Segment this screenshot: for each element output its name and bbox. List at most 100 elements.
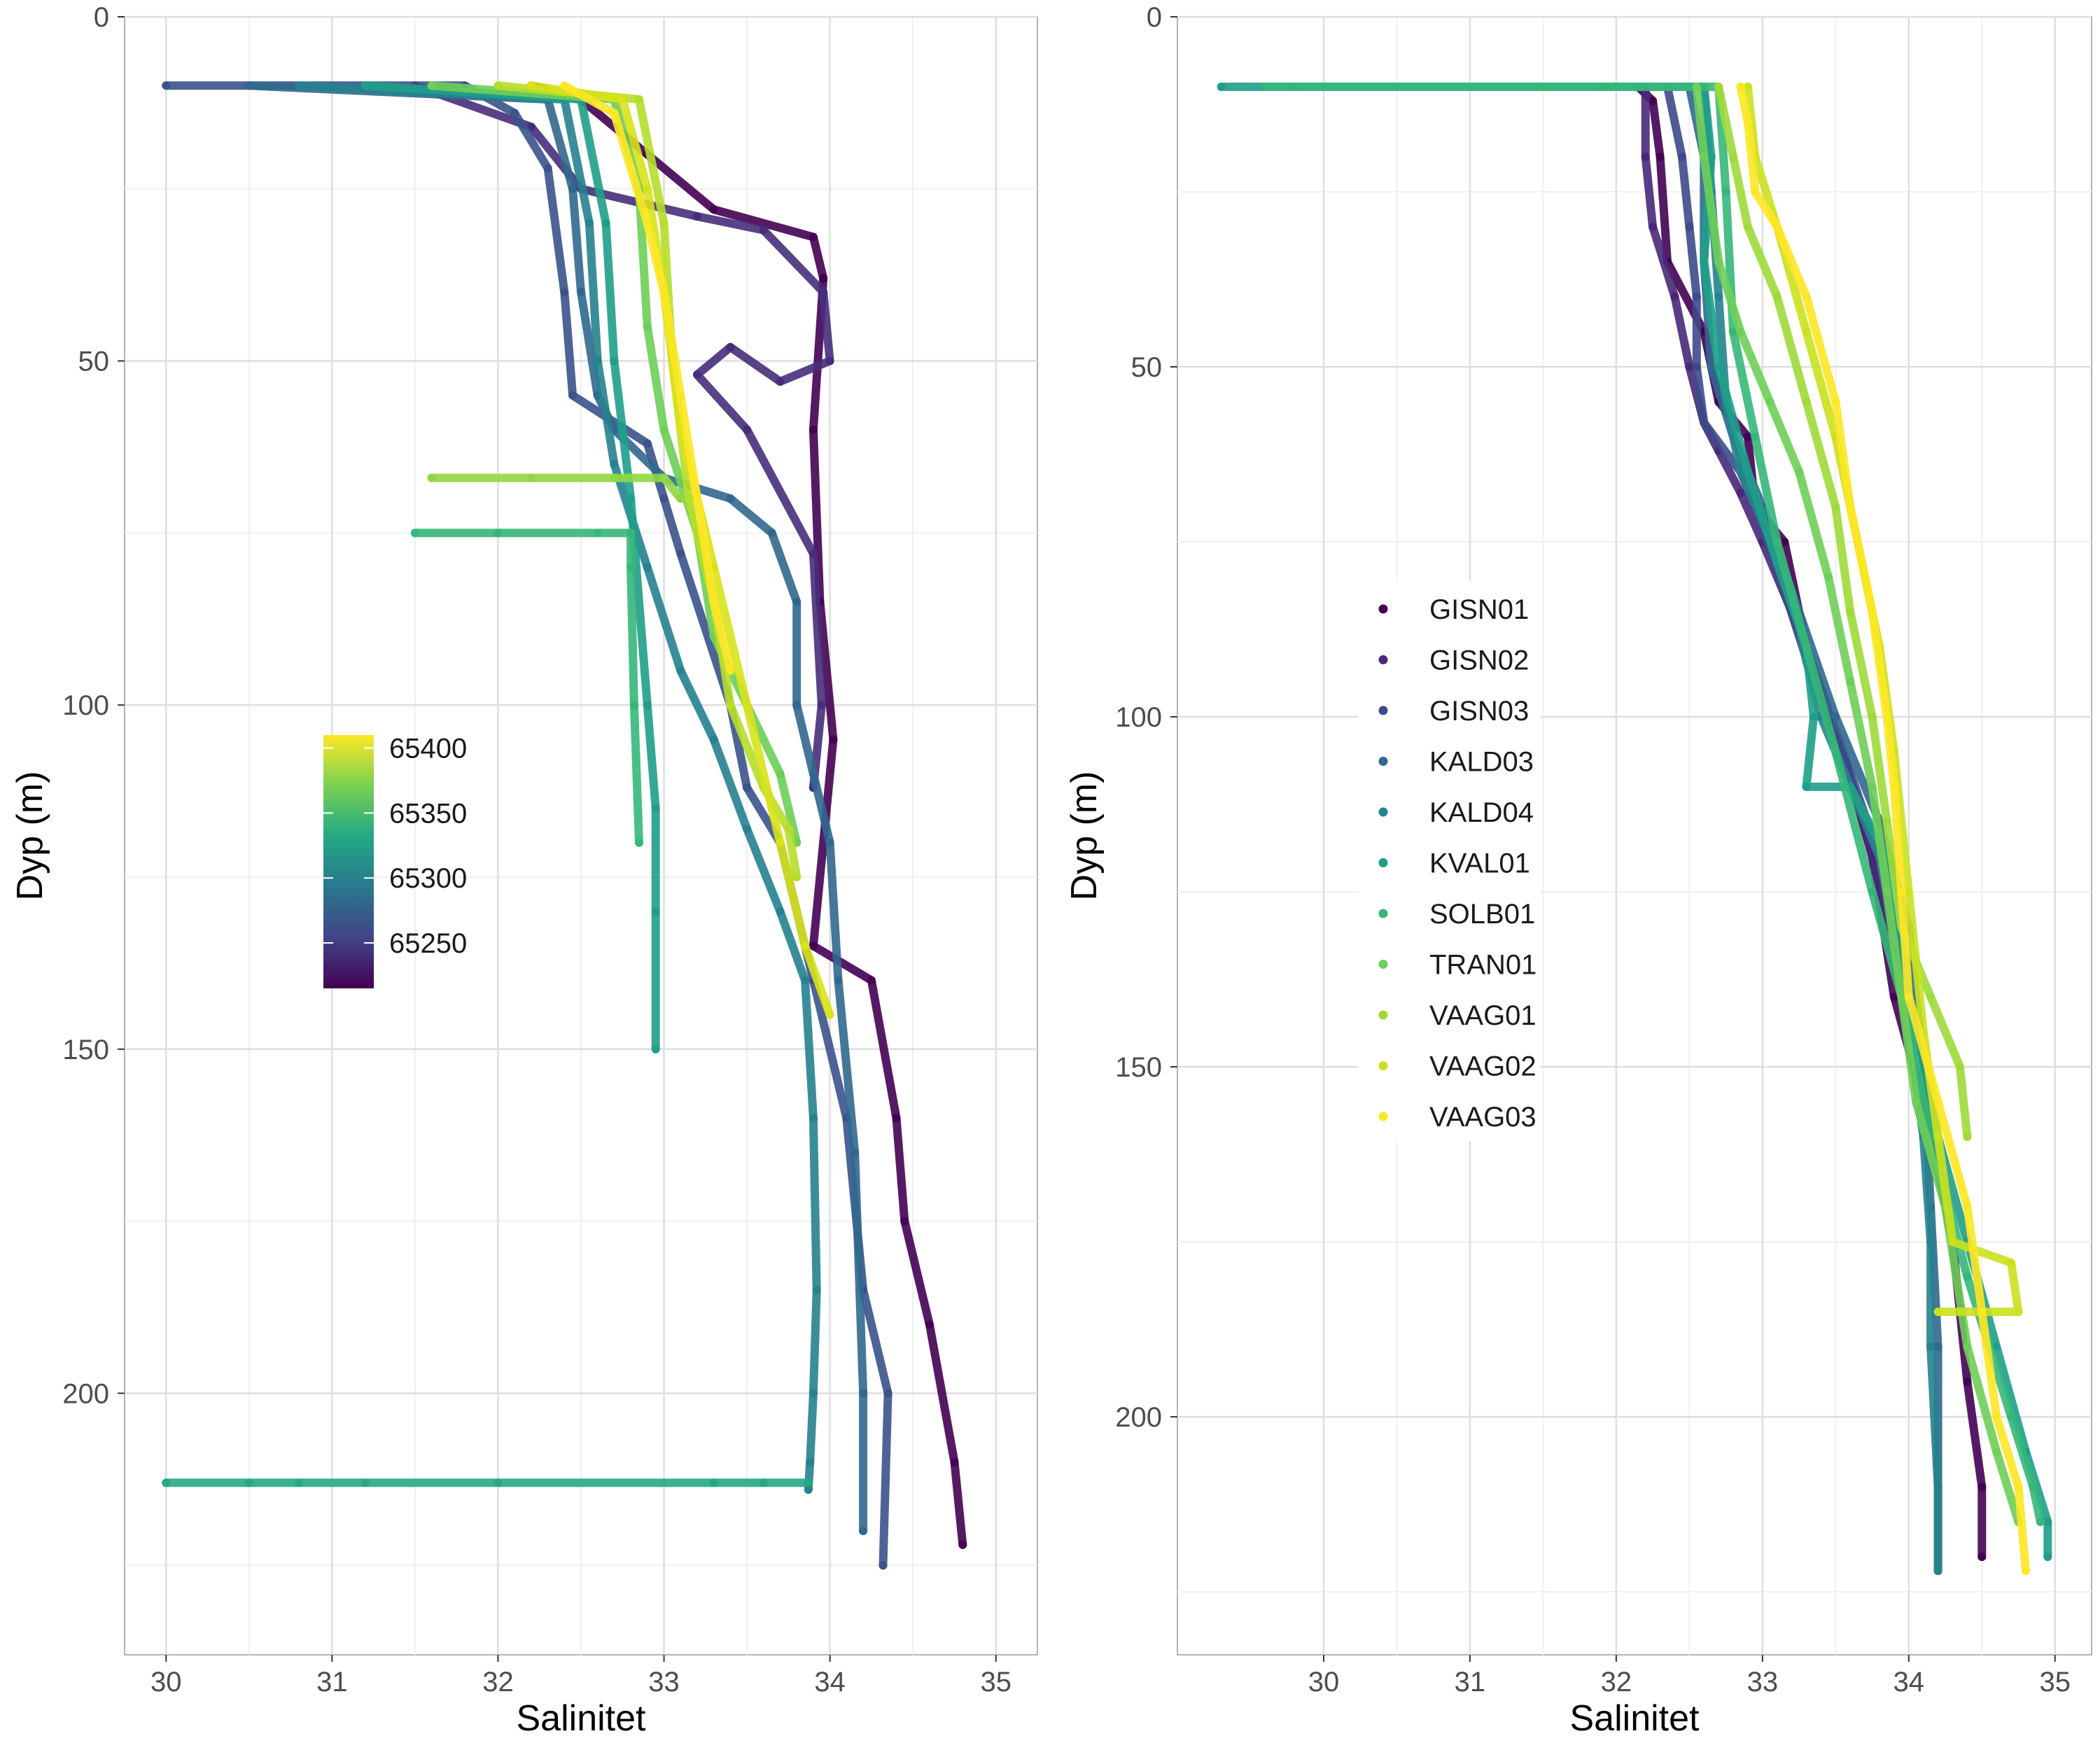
data-point [1751,433,1760,441]
data-point [626,164,636,173]
data-point [808,769,818,778]
data-point [1926,1238,1935,1246]
data-point [808,941,818,951]
data-point [1700,419,1709,427]
y-tick-label: 0 [1147,2,1162,33]
data-point [1743,223,1752,231]
legend-key [1378,655,1388,664]
y-axis-title-left: Dyp (m) [10,771,50,901]
data-point [643,563,652,572]
y-tick-label: 50 [78,346,110,377]
data-point [560,81,569,90]
data-point [1868,783,1877,791]
data-point [560,288,569,297]
data-point [601,219,610,227]
data-point [2014,1308,2023,1316]
data-point [812,1285,821,1294]
data-point [792,701,802,710]
data-point [759,1478,768,1488]
data-point [801,941,810,951]
data-point [1992,1413,2001,1421]
data-point [1802,398,1811,406]
legend-key [1378,1010,1388,1020]
y-tick-label: 150 [62,1035,109,1065]
legend-item-VAAG03: VAAG03 [1378,1102,1536,1133]
data-point [651,907,660,916]
data-point [1889,783,1898,791]
data-point [1992,1343,2001,1351]
x-tick-label: 33 [648,1667,680,1698]
data-point [808,549,818,558]
data-point [1882,888,1891,896]
y-tick-label: 150 [1115,1052,1162,1083]
data-point [859,1527,868,1535]
data-point [709,735,718,744]
data-point [825,356,834,365]
colorbar-tick-label: 65400 [389,734,467,764]
data-point [1772,293,1782,301]
series-65330 [410,528,643,847]
data-point [2043,1553,2052,1561]
data-point [693,494,701,503]
data-point [950,1457,959,1466]
data-point [776,377,785,386]
data-point [1743,83,1752,91]
data-point [360,1478,370,1488]
data-point [427,81,436,90]
data-point [1714,363,1723,371]
data-point [1846,678,1855,686]
data-point [829,735,838,744]
legend-item-KALD03: KALD03 [1378,747,1534,778]
data-point [817,701,826,710]
data-point [659,288,668,297]
data-point [1831,398,1840,406]
x-tick-label: 35 [2040,1667,2071,1698]
legend-key [1378,757,1388,766]
legend-label: KALD03 [1429,747,1534,778]
data-point [643,439,652,448]
data-point [1743,468,1752,476]
x-tick-label: 34 [1893,1667,1925,1698]
legend-item-VAAG01: VAAG01 [1378,1000,1536,1031]
data-point [1641,153,1650,161]
data-point [1992,1448,2001,1456]
colorbar-gradient [323,735,374,988]
legend-background [1358,581,1540,1141]
data-point [1772,538,1782,546]
x-tick-label: 32 [482,1667,514,1698]
data-point [1692,293,1701,301]
colorbar-tick-label: 65300 [389,863,467,894]
data-point [1648,223,1658,231]
data-point [743,701,752,710]
data-point [2007,1259,2016,1267]
data-point [726,342,735,351]
data-point [2029,1483,2038,1491]
data-point [1692,363,1701,371]
data-point [819,274,828,283]
data-point [1963,1273,1972,1281]
data-point [676,391,685,400]
data-point [626,563,636,572]
data-point [1765,398,1774,406]
plot-area-right [1177,16,2092,1656]
data-point [162,1478,171,1488]
data-point [1977,1308,1987,1316]
data-point [825,1010,834,1019]
data-point [709,597,718,606]
data-point [1933,1133,1942,1141]
data-point [1846,608,1855,616]
data-point [593,528,602,538]
data-point [1743,433,1752,441]
legend-key [1378,604,1388,614]
data-point [1904,993,1913,1001]
data-point [1868,608,1877,616]
data-point [659,219,668,227]
data-point [804,1478,813,1488]
data-point [1809,713,1818,721]
legend-key [1378,807,1388,817]
series-VAAG03 [1736,83,2030,1575]
data-point [1539,83,1548,91]
data-point [1926,1343,1935,1351]
data-point [834,976,843,985]
data-point [1261,83,1270,91]
